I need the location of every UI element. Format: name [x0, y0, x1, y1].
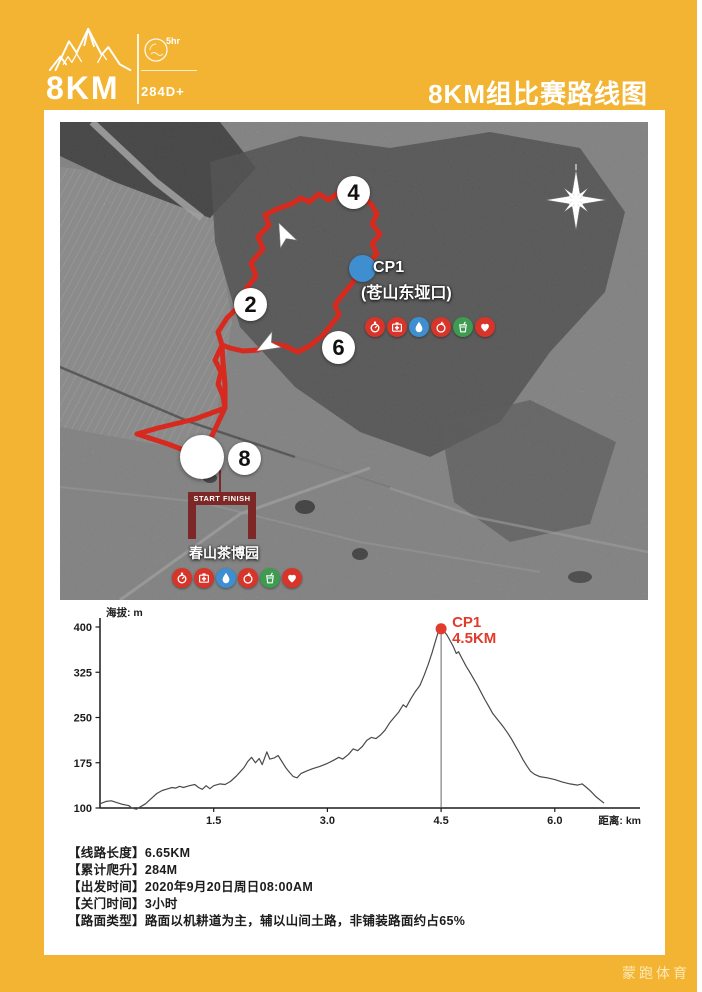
medical-heart-icon — [475, 317, 495, 337]
race-info-line: 【关门时间】3小时 — [68, 896, 465, 913]
info-label: 【关门时间】 — [68, 897, 145, 911]
km-marker-4: 4 — [337, 176, 370, 209]
x-tick-label: 6.0 — [547, 815, 562, 827]
satellite-map-canvas — [60, 122, 648, 600]
y-tick-label: 325 — [74, 667, 92, 679]
watermark: 蒙跑体育 — [622, 967, 690, 982]
fruit-icon — [431, 317, 451, 337]
x-tick-label: 4.5 — [433, 815, 448, 827]
start-finish-marker — [180, 435, 224, 479]
info-value: 284M — [144, 863, 178, 877]
direction-arrow-north — [278, 222, 298, 249]
first-aid-icon — [387, 317, 407, 337]
first-aid-icon — [194, 568, 214, 588]
start-finish-gate — [188, 470, 256, 539]
elevation-gain-label: 284D+ — [141, 84, 185, 99]
info-label: 【出发时间】 — [68, 880, 145, 894]
water-icon — [409, 317, 429, 337]
time-limit-label: 5hr — [166, 36, 181, 46]
mountain-logo-icon — [48, 27, 132, 72]
fruit-icon — [238, 568, 258, 588]
content-card: START FINISH 2 4 6 8 CP1 (苍山东垭口) 春山茶博园 1… — [44, 110, 665, 955]
supply-icon — [453, 317, 473, 337]
info-value: 2020年9月20日周日08:00AM — [144, 880, 314, 894]
logo-distance: 8KM — [46, 70, 120, 106]
cp1-chart-dot — [435, 623, 447, 635]
km-marker-2: 2 — [234, 288, 267, 321]
start-service-icons — [172, 568, 302, 588]
cp1-marker — [349, 255, 376, 282]
info-value: 3小时 — [144, 897, 178, 911]
x-tick-label: 1.5 — [206, 815, 221, 827]
km-marker-6: 6 — [322, 331, 355, 364]
chart-y-ticks: 100 175 250 325 400 — [74, 622, 100, 815]
info-value: 6.65KM — [144, 846, 191, 860]
info-label: 【线路长度】 — [68, 846, 145, 860]
info-value: 路面以机耕道为主，辅以山间土路，非铺装路面约占65% — [144, 914, 466, 928]
km-marker-8: 8 — [228, 442, 261, 475]
y-tick-label: 400 — [74, 622, 92, 634]
page-edge-strip — [697, 0, 702, 992]
race-info-line: 【路面类型】路面以机耕道为主，辅以山间土路，非铺装路面约占65% — [68, 913, 465, 930]
gate-label: START FINISH — [193, 494, 251, 503]
info-label: 【累计爬升】 — [68, 863, 145, 877]
cp1-label: CP1 — [373, 259, 405, 276]
x-tick-label: 3.0 — [320, 815, 335, 827]
y-tick-label: 250 — [74, 713, 92, 725]
chart-x-axis-label: 距离: km — [598, 814, 641, 827]
race-info-line: 【出发时间】2020年9月20日周日08:00AM — [68, 879, 465, 896]
medical-heart-icon — [282, 568, 302, 588]
time-limit-badge: 5hr — [144, 36, 181, 62]
timer-icon — [365, 317, 385, 337]
chart-x-ticks: 1.5 3.0 4.5 6.0 — [206, 808, 562, 827]
elevation-chart: 100 175 250 325 400 1.5 3.0 4.5 6.0 CP1 4.5KM 海… — [60, 605, 648, 840]
cp1-chart-label: CP1 — [452, 614, 481, 631]
race-info-list: 【线路长度】6.65KM 【累计爬升】284M 【出发时间】2020年9月20日周日… — [68, 845, 465, 930]
y-tick-label: 175 — [74, 758, 92, 770]
logo-underline — [141, 70, 197, 71]
supply-icon — [260, 568, 280, 588]
venue-label: 春山茶博园 — [189, 545, 259, 561]
info-label: 【路面类型】 — [68, 914, 145, 928]
cp1-name: (苍山东垭口) — [361, 285, 452, 302]
direction-arrow-southwest — [256, 330, 282, 352]
logo-divider — [137, 34, 139, 104]
page-title: 8KM组比赛路线图 — [428, 79, 648, 109]
race-info-line: 【累计爬升】284M — [68, 862, 465, 879]
timer-icon — [172, 568, 192, 588]
cp1-service-icons — [365, 317, 495, 337]
course-map: START FINISH 2 4 6 8 CP1 (苍山东垭口) 春山茶博园 — [60, 122, 648, 600]
elevation-line — [99, 627, 605, 810]
chart-y-axis-label: 海拔: m — [106, 606, 143, 619]
compass-rose-icon — [545, 164, 607, 231]
cp1-chart-sublabel: 4.5KM — [452, 630, 496, 647]
y-tick-label: 100 — [74, 803, 92, 815]
race-info-line: 【线路长度】6.65KM — [68, 845, 465, 862]
water-icon — [216, 568, 236, 588]
